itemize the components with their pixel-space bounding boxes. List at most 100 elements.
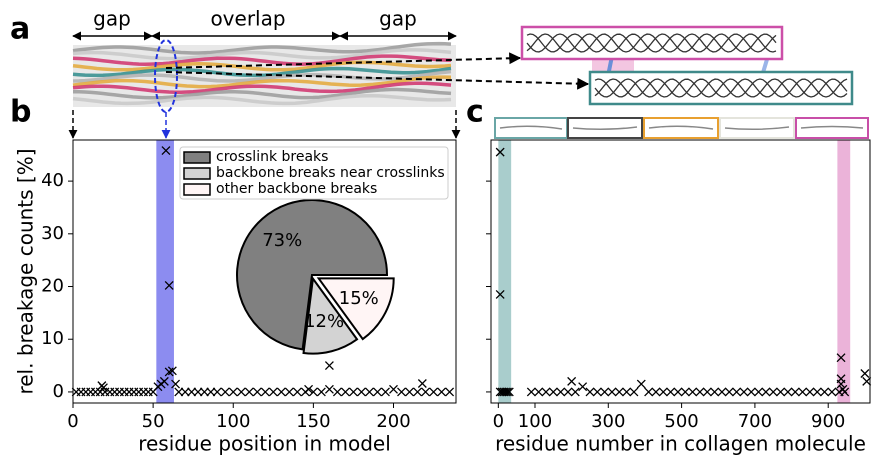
point [542, 388, 550, 396]
point [261, 388, 269, 396]
x-tick-label: 0 [67, 411, 78, 432]
point [373, 388, 381, 396]
point [365, 388, 373, 396]
panel-c-segments [495, 118, 868, 138]
highlight-band [498, 140, 511, 403]
x-tick-label: 200 [376, 411, 410, 432]
point [821, 388, 829, 396]
point [414, 388, 422, 396]
point [357, 388, 365, 396]
point [586, 388, 594, 396]
point [777, 388, 785, 396]
point [674, 388, 682, 396]
legend-label: other backbone breaks [216, 181, 377, 197]
point [438, 388, 446, 396]
point [381, 388, 389, 396]
x-tick-label: 150 [296, 411, 330, 432]
point [652, 388, 660, 396]
point [703, 388, 711, 396]
panel-label: a [10, 12, 30, 47]
y-tick-label: 10 [41, 328, 64, 349]
point [349, 388, 357, 396]
point [755, 388, 763, 396]
pie-label: 73% [262, 230, 302, 251]
point [568, 377, 576, 385]
point [601, 388, 609, 396]
point [799, 388, 807, 396]
point [398, 388, 406, 396]
highlight-band [837, 140, 850, 403]
x-tick-label: 900 [811, 411, 845, 432]
point [813, 388, 821, 396]
pie-label: 15% [339, 288, 379, 309]
point [430, 388, 438, 396]
point [221, 388, 229, 396]
y-axis-label: rel. breakage counts [%] [14, 148, 38, 394]
y-tick-label: 30 [41, 223, 64, 244]
point [784, 388, 792, 396]
y-tick-label: 0 [53, 381, 64, 402]
point [718, 388, 726, 396]
x-tick-label: 500 [664, 411, 698, 432]
point [615, 388, 623, 396]
point [317, 388, 325, 396]
point [269, 388, 277, 396]
point [659, 388, 667, 396]
plot-frame [491, 140, 870, 403]
point [645, 388, 653, 396]
point [806, 388, 814, 396]
point [762, 388, 770, 396]
point [549, 388, 557, 396]
point [564, 388, 572, 396]
panel-label: b [10, 95, 31, 130]
point [769, 388, 777, 396]
x-axis-label: residue number in collagen molecule [495, 432, 866, 456]
point [681, 388, 689, 396]
point [341, 388, 349, 396]
region-label: gap [379, 7, 417, 31]
figure: gap overlap gap a b c 010203040050100150… [0, 0, 878, 457]
y-tick-label: 40 [41, 170, 64, 191]
point [637, 380, 645, 388]
x-tick-label: 50 [142, 411, 165, 432]
point [253, 388, 261, 396]
point [696, 388, 704, 396]
point [593, 388, 601, 396]
point [213, 388, 221, 396]
molecule-box [590, 72, 852, 104]
point [608, 388, 616, 396]
point [237, 388, 245, 396]
point [828, 388, 836, 396]
x-axis-label: residue position in model [138, 432, 391, 456]
legend-label: crosslink breaks [216, 149, 328, 165]
point [791, 388, 799, 396]
highlight-band [156, 140, 174, 403]
point [245, 388, 253, 396]
point [229, 388, 237, 396]
point [733, 388, 741, 396]
point [406, 388, 414, 396]
point [293, 388, 301, 396]
y-tick-label: 20 [41, 276, 64, 297]
point [390, 385, 398, 393]
legend-swatch [184, 184, 210, 195]
point [535, 388, 543, 396]
point [689, 388, 697, 396]
point [285, 388, 293, 396]
point [527, 388, 535, 396]
point [557, 388, 565, 396]
point [422, 388, 430, 396]
legend-swatch [184, 168, 210, 179]
point [711, 388, 719, 396]
point [725, 388, 733, 396]
point [579, 383, 587, 391]
point [740, 388, 748, 396]
point [277, 388, 285, 396]
x-tick-label: 700 [738, 411, 772, 432]
legend-label: backbone breaks near crosslinks [216, 165, 445, 181]
point [571, 388, 579, 396]
x-tick-label: 100 [216, 411, 250, 432]
point [623, 388, 631, 396]
x-tick-label: 100 [518, 411, 552, 432]
point [446, 388, 454, 396]
